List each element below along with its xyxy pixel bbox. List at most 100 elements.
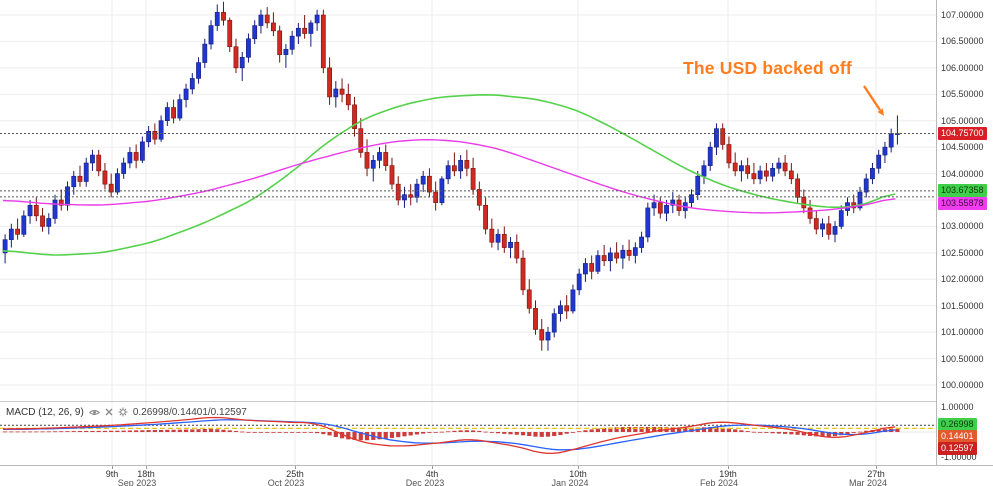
annotation-arrowhead[interactable] [877,108,885,116]
candle-body [813,218,819,230]
candle-body [283,49,289,55]
macd-histogram-bar [614,427,619,432]
macd-histogram-bar [258,432,264,433]
ma-magenta-price-label: 103.55878 [938,196,987,210]
annotation-arrow[interactable] [863,85,881,111]
candle-body [115,173,120,193]
macd-histogram-bar [227,430,232,432]
time-day-label: 27th [867,469,885,479]
candle-body [882,146,888,156]
ma-magenta-line[interactable] [2,138,896,214]
candle-body [370,160,376,169]
macd-histogram-bar [71,431,76,432]
price-tick-label: 102.00000 [941,274,984,285]
macd-histogram-bar [146,430,151,432]
macd-histogram-bar [215,429,220,432]
macd-histogram-bar [483,431,488,433]
macd-histogram-bar [433,432,438,433]
macd-histogram-bar [764,432,769,433]
macd-histogram-bar [171,429,176,432]
macd-histogram-bar [683,427,688,432]
macd-histogram-bar [252,432,257,433]
candle-body [352,104,357,129]
macd-histogram-bar [271,432,276,433]
candle-body [888,133,894,148]
macd-histogram-bar [165,429,170,432]
annotation-text[interactable]: The USD backed off [683,58,852,78]
candle-body [670,199,676,206]
macd-histogram-bar [689,427,694,432]
candle-body [826,223,832,235]
macd-histogram-bar [758,432,763,433]
candle-body [408,194,414,198]
candle-body [339,88,345,95]
macd-histogram-bar [265,432,270,433]
ma-green-price-label: 103.67358 [938,183,987,197]
candle-body [782,162,788,172]
candle-body [314,14,320,24]
macd-histogram-bar [15,431,20,433]
candle-body [227,19,233,48]
candle-body [202,43,208,63]
eye-icon[interactable] [88,408,100,417]
candle-body [90,154,95,164]
candle-body [495,234,501,243]
candle-body [739,165,744,172]
time-axis[interactable]: 9th 18th 25th 4th 10th 19th 27th Sep 2023 Oct 20… [0,465,993,486]
macd-histogram-bar [159,429,164,432]
candle-body [121,162,127,174]
macd-histogram-bar [308,432,313,433]
macd-histogram-bar [857,431,863,433]
candle-body [470,167,476,190]
ma-green-line[interactable] [2,93,896,256]
macd-pane-canvas[interactable] [0,402,936,465]
price-tick-label: 106.00000 [941,62,984,73]
candle-body [252,25,258,40]
macd-histogram-bar [134,430,139,432]
gear-icon[interactable] [118,407,128,417]
macd-histogram-bar [121,430,126,432]
candle-body [464,160,470,169]
price-tick-label: 105.50000 [941,89,984,100]
close-icon[interactable] [105,408,113,416]
macd-histogram-bar [240,431,245,433]
candle-body [58,199,64,206]
time-tick [578,466,579,469]
macd-histogram-bar [477,430,482,432]
candle-body [801,197,807,209]
macd-histogram-bar [296,432,301,433]
candle-body [345,93,351,106]
candle-body [308,22,314,34]
macd-histogram-bar [277,432,282,433]
candle-body [33,204,39,217]
candle-body [770,167,776,177]
candle-body [152,130,158,140]
candle-body [489,228,495,243]
candle-body [620,249,626,259]
candle-body [377,152,382,161]
candle-body [601,255,607,262]
price-tick-label: 104.00000 [941,168,984,179]
macd-histogram-bar [464,430,469,432]
time-tick [876,466,877,469]
macd-histogram-bar [864,430,869,432]
macd-histogram-bar [733,429,738,432]
macd-histogram-bar [751,431,756,433]
candle-body [71,175,77,188]
macd-histogram-bar [552,432,557,437]
candle-body [707,146,713,166]
price-axis[interactable]: 107.00000 106.50000 106.00000 105.50000 105.… [936,0,993,465]
candle-body [508,241,513,248]
macd-histogram-bar [40,431,45,433]
candle-body [395,183,401,201]
candle-body [863,178,869,193]
candle-body [96,154,102,172]
macd-histogram-bar [446,431,451,433]
candle-body [183,88,189,100]
macd-tick-label: -1.00000 [941,452,977,462]
macd-histogram-bar [564,432,569,434]
candle-body [77,175,83,182]
candle-body [258,14,264,26]
price-pane-canvas[interactable] [0,0,936,402]
